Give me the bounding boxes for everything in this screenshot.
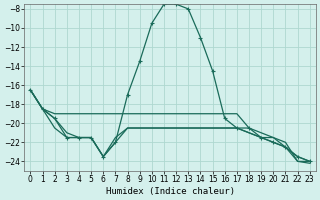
X-axis label: Humidex (Indice chaleur): Humidex (Indice chaleur) bbox=[106, 187, 235, 196]
